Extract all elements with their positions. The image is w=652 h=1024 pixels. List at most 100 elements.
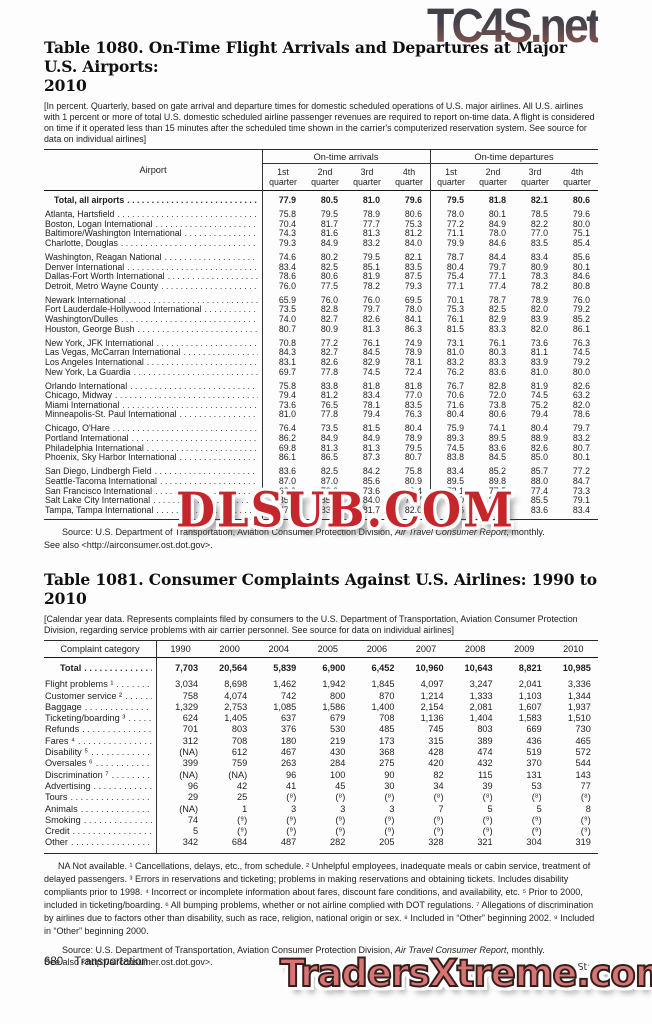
row-label: Flight problems ¹ [45, 679, 114, 690]
row-label-cell: Boston, Logan International [44, 220, 262, 230]
value-cell: 6,452 [371, 663, 395, 673]
row-group: Washington, Reagan National74.680.279.58… [44, 251, 598, 291]
row-label-cell: San Diego, Lindbergh Field [44, 467, 262, 477]
table-row: Other 342 684 487 282 205 328 321 304 319 [44, 837, 598, 848]
value-cell: 730 [575, 724, 591, 735]
value-cell: 328 [428, 837, 444, 848]
value-cell: 83.2 [362, 237, 380, 248]
value-cell: 82.0 [404, 504, 422, 515]
value-cell: 80.3 [488, 347, 506, 358]
value-cell: 80.2 [320, 251, 338, 262]
value-cell: 1,937 [567, 701, 591, 712]
value-cell: 82.8 [488, 380, 506, 391]
value-cell: 684 [231, 837, 248, 848]
value-cell: 79.7 [572, 423, 590, 434]
value-cell: 76.2 [446, 366, 464, 377]
value-cell: (⁸) [531, 792, 542, 803]
row-label: Los Angeles International [45, 357, 144, 367]
dot-leader [127, 196, 258, 206]
value-cell: 81.0 [362, 195, 380, 205]
value-cell: 82.1 [530, 195, 548, 205]
dot-leader [116, 679, 152, 690]
dot-leader [185, 229, 258, 239]
value-cell: 80.6 [572, 195, 590, 205]
row-label: Detroit, Metro Wayne County [45, 281, 159, 291]
value-cell: 76.1 [362, 337, 380, 348]
dot-leader [122, 401, 258, 411]
dot-leader [147, 444, 258, 454]
value-cell: 85.6 [572, 251, 590, 262]
value-cell: 80.4 [446, 261, 464, 272]
value-cell: 81.7 [320, 218, 338, 229]
table-row: Disability ⁵ (NA) 612 467 430 368 428 474 519 572 [44, 747, 598, 758]
value-cell: 80.0 [572, 366, 590, 377]
dot-leader [91, 747, 152, 758]
table-1080-title: Table 1080. On-Time Flight Arrivals and … [44, 38, 598, 95]
value-cell: 78.3 [530, 271, 548, 282]
value-cell: 82.5 [320, 466, 338, 477]
value-cell: 1,845 [371, 679, 395, 690]
value-cell: (NA) [179, 747, 199, 758]
value-cell: 4,097 [420, 679, 444, 690]
value-cell: (NA) [179, 803, 199, 814]
value-cell: (⁹) [433, 814, 444, 825]
value-cell: 84.6 [488, 237, 506, 248]
value-cell: 85.1 [362, 261, 380, 272]
value-cell: 83.8 [446, 452, 464, 463]
value-cell: 485 [379, 724, 395, 735]
value-cell: (⁹) [286, 814, 297, 825]
vertical-rule [430, 150, 431, 520]
value-cell: 68.9 [278, 485, 296, 496]
row-label: Charlotte, Douglas [45, 238, 118, 248]
value-cell: 2,753 [224, 701, 248, 712]
value-cell: 436 [526, 735, 542, 746]
value-cell: 83.5 [404, 399, 422, 410]
value-cell: 84.3 [278, 347, 296, 358]
row-label: Salt Lake City International [45, 496, 151, 506]
year-header: 2000 [219, 644, 240, 654]
table-row: Baltimore/Washington International 74.3 81… [44, 229, 598, 239]
row-label-cell: Fares ⁴ [44, 736, 156, 747]
value-cell: 82.6 [320, 356, 338, 367]
value-cell: 89.3 [446, 433, 464, 444]
value-cell: 284 [330, 758, 346, 769]
table-1081-see-also: See also <http://airconsumer.ost.dot.gov… [44, 957, 213, 968]
value-cell: 78.0 [488, 228, 506, 239]
value-cell: 83.9 [530, 314, 548, 325]
value-cell: 3 [340, 803, 346, 814]
table-row: Tours 29 25 (⁸) (⁸) (⁸) (⁸) (⁸) (⁸) (⁸) [44, 792, 598, 803]
value-cell: 368 [379, 747, 395, 758]
value-cell: 83.8 [320, 380, 338, 391]
value-cell: 85.0 [320, 495, 338, 506]
value-cell: 96 [187, 780, 199, 791]
source-text: , monthly. [506, 944, 545, 955]
quarter-header: 2nd quarter [304, 164, 346, 190]
dot-leader [165, 253, 258, 263]
dot-leader [168, 272, 258, 282]
value-cell: (⁹) [384, 814, 395, 825]
value-cell: 86.3 [404, 323, 422, 334]
value-cell: 78.1 [362, 399, 380, 410]
value-cell: 84.5 [362, 347, 380, 358]
table-row: Smoking 74 (⁹) (⁹) (⁹) (⁹) (⁹) (⁹) (⁹) (⁹) [44, 815, 598, 826]
row-label: Washington, Reagan National [45, 252, 162, 262]
value-cell: 530 [330, 724, 346, 735]
value-cell: 432 [477, 758, 493, 769]
value-cell: 75.8 [278, 209, 296, 220]
value-cell: 74 [187, 814, 199, 825]
row-group: San Diego, Lindbergh Field 83.6 82.5 84.2 75… [44, 467, 598, 515]
value-cell: 669 [526, 724, 542, 735]
dot-leader [93, 781, 152, 792]
row-label-cell: Miami International [44, 401, 262, 411]
table-1080: Airport On-time arrivals On-time departu… [44, 149, 598, 521]
value-cell: 519 [526, 747, 542, 758]
value-cell: 131 [526, 769, 542, 780]
value-cell: 29 [187, 792, 199, 803]
value-cell: 79.5 [362, 251, 380, 262]
value-cell: 83.2 [320, 504, 338, 515]
value-cell: 84.6 [572, 271, 590, 282]
table-1080-headnote: [In percent. Quarterly, based on gate ar… [44, 101, 595, 144]
group-header-arrivals: On-time arrivals [262, 150, 430, 164]
category-column-header: Complaint category [60, 644, 140, 654]
value-cell: 74.5 [530, 390, 548, 401]
